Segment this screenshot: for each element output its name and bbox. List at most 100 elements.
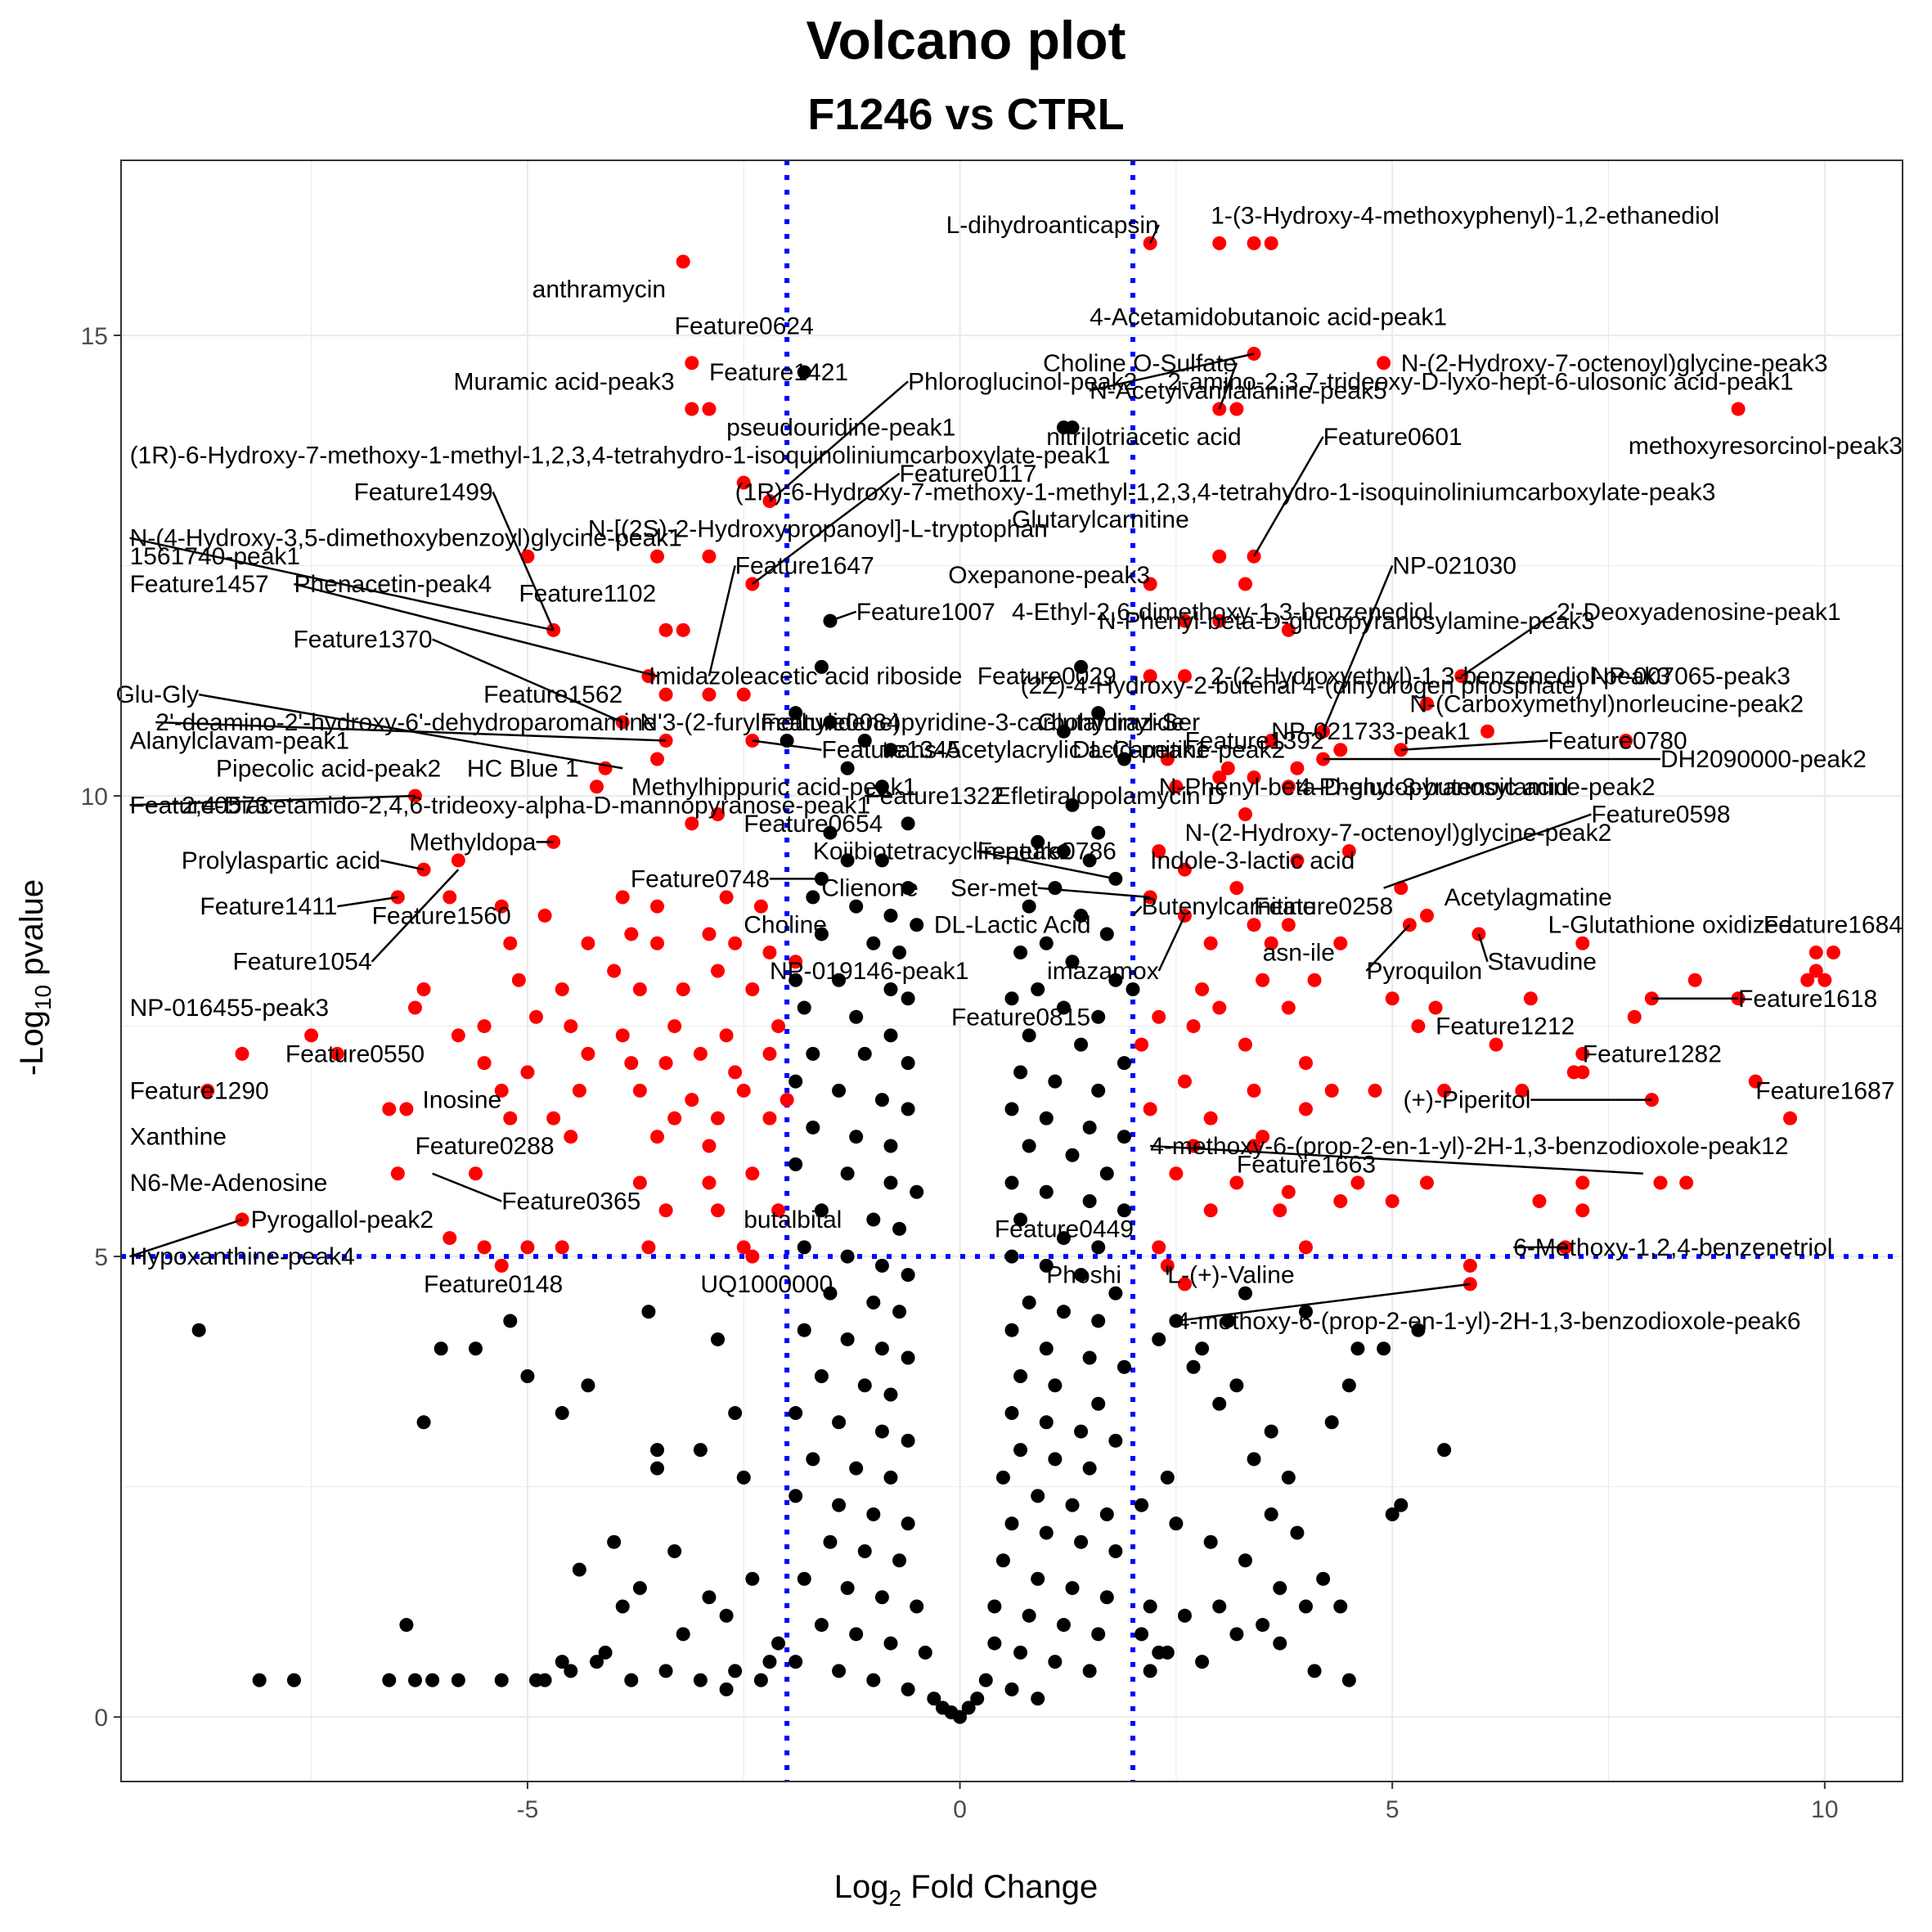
label-leader-line (129, 794, 416, 806)
data-point-not_significant (1065, 1498, 1080, 1512)
data-point-significant (477, 1240, 492, 1255)
data-point-significant (762, 945, 777, 959)
data-point-significant (615, 890, 630, 905)
data-point-significant (1394, 881, 1409, 896)
data-point-significant (520, 1065, 535, 1080)
data-point-not_significant (883, 908, 898, 923)
data-point-significant (1307, 973, 1322, 987)
y-tick-label: 5 (94, 1244, 108, 1271)
data-point-significant (330, 1046, 344, 1061)
point-label: 6-Methoxy-1,2,4-benzenetriol (1513, 1234, 1832, 1261)
point-label: (1R)-6-Hydroxy-7-methoxy-1-methyl-1,2,3,… (735, 479, 1716, 505)
data-point-significant (1264, 936, 1278, 950)
data-point-not_significant (797, 1323, 811, 1337)
data-point-not_significant (789, 1655, 803, 1669)
data-point-significant (641, 1240, 656, 1255)
data-point-not_significant (883, 1028, 898, 1043)
data-point-not_significant (1074, 659, 1089, 674)
data-point-not_significant (1039, 1111, 1054, 1126)
point-label: 4-Acetamidobutanoic acid-peak1 (1090, 303, 1447, 330)
data-point-not_significant (1004, 1249, 1019, 1264)
label-leader-line (492, 491, 555, 631)
data-point-not_significant (849, 1130, 864, 1144)
data-point-not_significant (892, 1553, 907, 1568)
point-label: Muramic acid-peak3 (454, 368, 675, 395)
y-tick-label: 15 (81, 323, 108, 350)
point-label: Feature0258 (1254, 893, 1393, 920)
data-point-significant (1238, 807, 1252, 822)
data-point-significant (1385, 1194, 1400, 1209)
data-point-significant (1290, 761, 1305, 775)
point-label: Feature1411 (200, 893, 337, 920)
data-point-significant (503, 936, 518, 950)
data-point-not_significant (1108, 973, 1123, 987)
data-point-not_significant (1117, 1203, 1131, 1218)
point-label: Feature1290 (130, 1077, 269, 1104)
point-label: Feature1345 (821, 737, 960, 764)
data-point-significant (1575, 1046, 1590, 1061)
point-label: N-[(2S)-2-Hydroxypropanoyl]-L-tryptophan (588, 515, 1048, 542)
data-point-not_significant (650, 1443, 665, 1458)
data-point-significant (1298, 1240, 1313, 1255)
data-point-not_significant (1091, 825, 1106, 840)
data-point-not_significant (1117, 1359, 1131, 1374)
data-point-not_significant (1143, 1664, 1157, 1678)
data-point-not_significant (503, 1314, 518, 1328)
data-point-not_significant (901, 1102, 915, 1117)
data-point-not_significant (736, 1470, 751, 1485)
data-point-significant (1419, 1175, 1434, 1190)
data-point-significant (728, 936, 743, 950)
data-point-not_significant (849, 1627, 864, 1642)
data-point-significant (477, 1056, 492, 1071)
data-point-not_significant (832, 1415, 847, 1430)
data-point-significant (1341, 844, 1356, 859)
data-point-not_significant (1220, 1314, 1235, 1328)
point-label: Feature1054 (232, 949, 371, 976)
data-point-not_significant (849, 899, 864, 914)
label-leader-line (829, 610, 857, 622)
point-label: Kojibiotetracyclin-peak1 (813, 838, 1072, 865)
data-point-significant (1247, 771, 1261, 785)
label-leader-line (432, 638, 623, 724)
data-point-not_significant (927, 1692, 941, 1706)
point-labels: L-dihydroanticapsin 1-(3-Hydroxy-4-methox… (115, 203, 1903, 1335)
data-point-significant (1419, 696, 1434, 711)
data-point-not_significant (883, 1175, 898, 1190)
data-point-significant (719, 1028, 734, 1043)
data-point-significant (1247, 1139, 1261, 1153)
data-point-not_significant (1082, 1664, 1097, 1678)
data-point-not_significant (1411, 1323, 1426, 1337)
data-point-significant (1212, 236, 1227, 250)
data-point-not_significant (615, 1599, 630, 1614)
data-point-not_significant (832, 1083, 847, 1098)
data-point-significant (780, 1093, 794, 1108)
data-point-not_significant (1229, 1627, 1244, 1642)
label-leader-line (769, 380, 909, 502)
point-label: Feature0780 (1548, 727, 1687, 754)
data-point-not_significant (1031, 1489, 1045, 1503)
data-point-not_significant (910, 918, 924, 932)
data-point-not_significant (1290, 1525, 1305, 1540)
data-point-not_significant (970, 1692, 985, 1706)
data-point-not_significant (1281, 1470, 1296, 1485)
data-point-significant (399, 1102, 414, 1117)
label-leader-line (752, 472, 901, 586)
data-point-not_significant (987, 1599, 1002, 1614)
point-label: N'3-(2-furylmethylidene)pyridine-3-carbo… (640, 709, 1184, 736)
point-label: imazamox (1047, 958, 1159, 985)
data-point-not_significant (1385, 1507, 1400, 1521)
data-point-significant (451, 1028, 465, 1043)
data-point-not_significant (1126, 982, 1140, 997)
data-point-significant (685, 816, 699, 831)
data-point-not_significant (832, 1498, 847, 1512)
data-point-significant (1575, 1175, 1590, 1190)
data-point-not_significant (1273, 1581, 1287, 1596)
data-point-significant (1783, 1111, 1798, 1126)
data-point-significant (1247, 918, 1261, 932)
data-point-significant (667, 1019, 682, 1034)
point-label: Feature0365 (501, 1188, 640, 1215)
point-label: Feature1007 (856, 599, 995, 626)
data-point-significant (1160, 752, 1175, 766)
point-label: Phloroglucinol-peak2 (908, 368, 1137, 395)
data-point-significant (1169, 1166, 1184, 1181)
